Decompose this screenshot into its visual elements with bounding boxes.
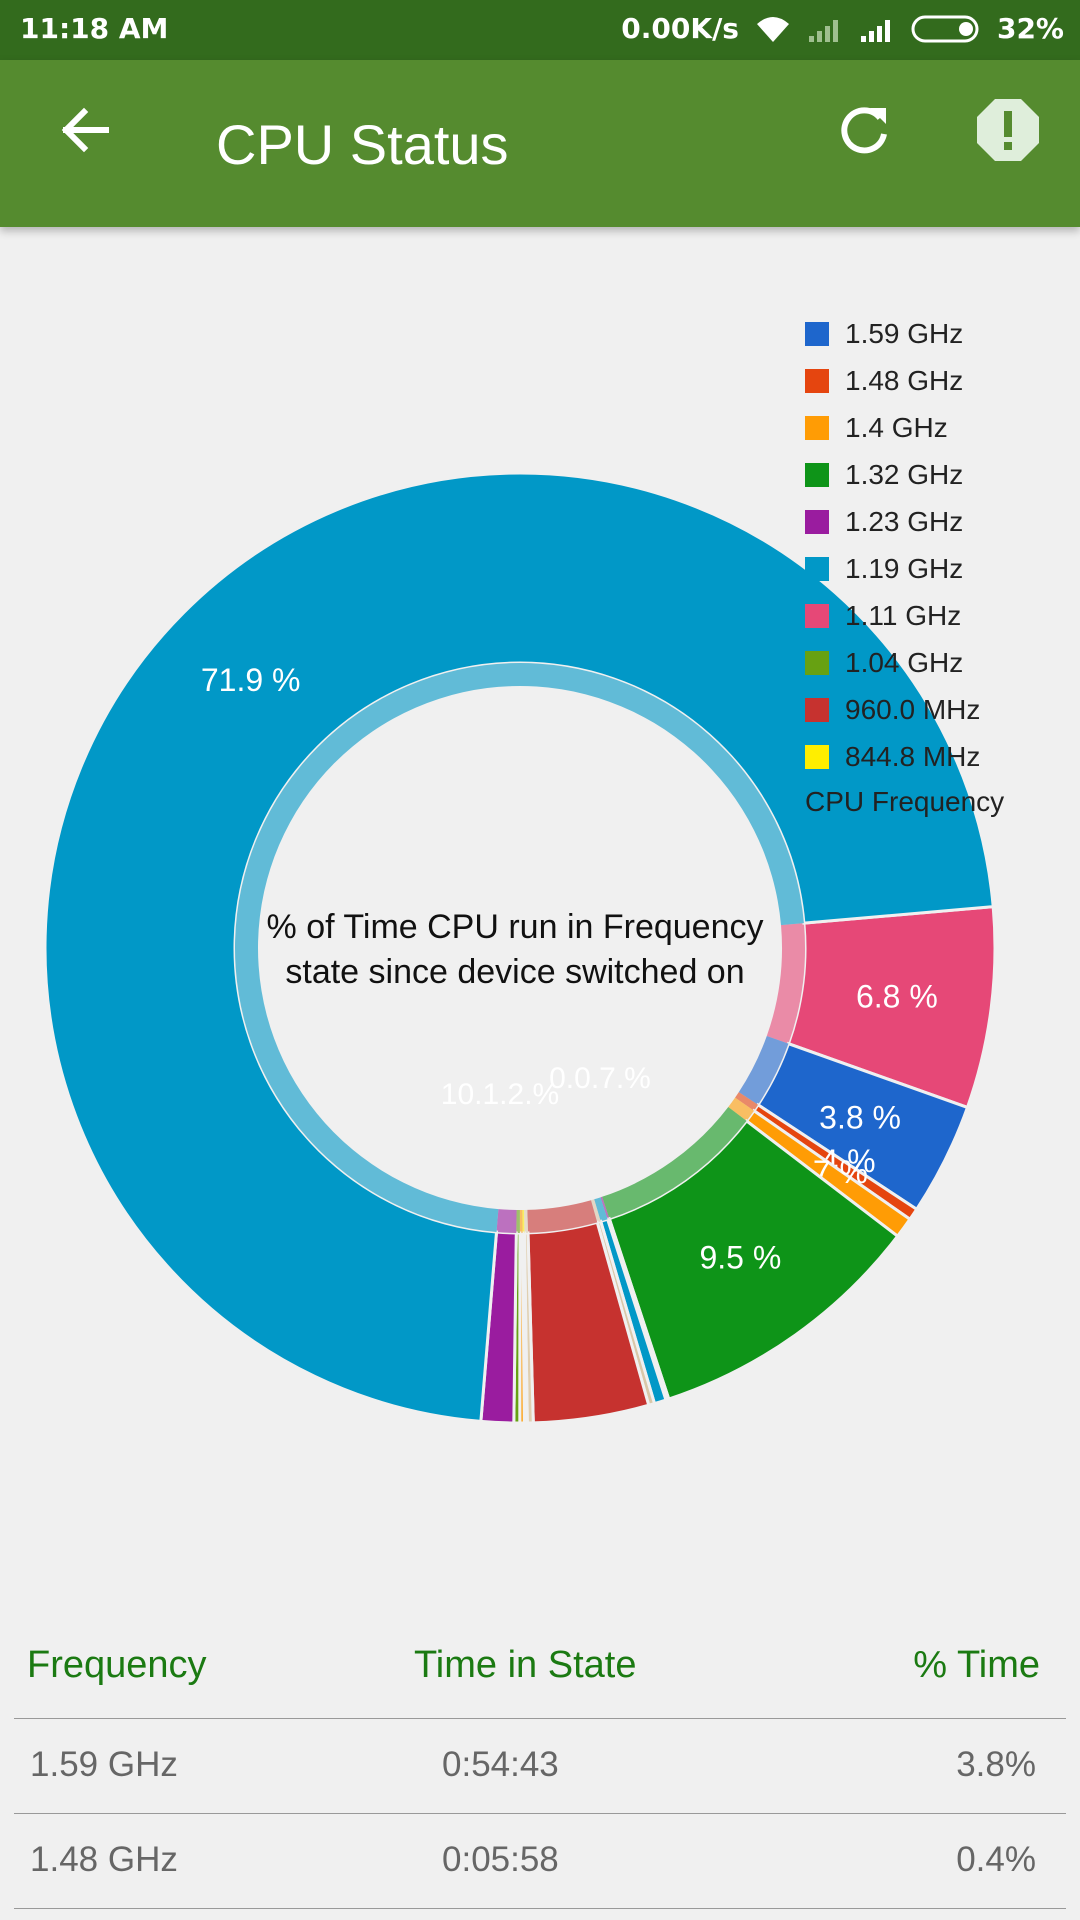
chart-center-text: % of Time CPU run in Frequency state sin… [240, 905, 790, 995]
chart-legend: 1.59 GHz 1.48 GHz 1.4 GHz 1.32 GHz 1.23 GHz 1… [805, 310, 1004, 818]
battery-percent: 32% [996, 12, 1064, 45]
signal-icon-2 [860, 19, 890, 42]
pie-slice-inner-ring [735, 1092, 759, 1111]
pie-slice-inner-ring [602, 1106, 747, 1219]
legend-swatch [805, 462, 829, 487]
pie-slice-inner-ring [496, 1209, 517, 1233]
legend-label: 1.11 GHz [845, 599, 962, 631]
row-pct: 0.4% [956, 1840, 1036, 1879]
legend-swatch [805, 509, 829, 534]
legend-label: 1.23 GHz [845, 505, 964, 537]
battery-icon [911, 15, 979, 42]
legend-item: 1.04 GHz [805, 639, 1004, 686]
legend-item: 1.32 GHz [805, 451, 1004, 498]
legend-title: CPU Frequency [805, 786, 1005, 817]
table-row[interactable]: 1.48 GHz 0:05:58 0.4% [14, 1814, 1066, 1909]
legend-swatch [805, 321, 829, 346]
pie-slice-inner-ring [594, 1197, 608, 1222]
back-button[interactable] [44, 90, 124, 170]
frequency-table: Frequency Time in State % Time 1.59 GHz … [0, 1620, 1080, 1909]
table-row[interactable]: 1.59 GHz 0:54:43 3.8% [14, 1719, 1066, 1814]
signal-icon [808, 19, 838, 42]
header-pct-time: % Time [913, 1644, 1040, 1686]
alert-button[interactable] [968, 90, 1048, 170]
legend-swatch [805, 697, 829, 722]
status-right: 0.00K/s 32% [621, 12, 1064, 45]
slice-label: 3.8 % [819, 1100, 901, 1136]
status-time: 11:18 AM [20, 12, 169, 45]
legend-item: 1.4 GHz [805, 404, 1004, 451]
pie-slice-inner-ring [522, 1209, 525, 1233]
legend-item: 844.8 MHz [805, 733, 1004, 780]
legend-swatch [805, 368, 829, 393]
legend-item: 1.59 GHz [805, 310, 1004, 357]
table-header: Frequency Time in State % Time [14, 1620, 1066, 1719]
slice-label: 9.5 % [699, 1240, 781, 1276]
legend-label: 1.32 GHz [845, 458, 964, 490]
status-bar: 11:18 AM 0.00K/s 32% [0, 0, 1080, 60]
slice-label: 71.9 % [201, 662, 301, 698]
pie-slice-inner-ring [728, 1097, 754, 1121]
refresh-icon [841, 107, 887, 154]
legend-item: 960.0 MHz [805, 686, 1004, 733]
pie-slice-inner-ring [527, 1200, 598, 1233]
pie-slice-inner-ring [766, 923, 805, 1044]
row-time: 0:54:43 [442, 1745, 559, 1784]
legend-label: 844.8 MHz [845, 740, 981, 772]
pie-slice-inner-ring [591, 1199, 601, 1223]
legend-item: 1.23 GHz [805, 498, 1004, 545]
legend-item: 1.19 GHz [805, 545, 1004, 592]
center-text-line-1: % of Time CPU run in Frequency [266, 908, 764, 946]
legend-swatch [805, 650, 829, 675]
donut-chart: 6.8 %3.8 %0.4 %0.7 %9.5 %71.9 %10.1.2.%0… [43, 471, 997, 1425]
row-frequency: 1.59 GHz [30, 1745, 178, 1784]
refresh-button[interactable] [824, 90, 904, 170]
alert-octagon-icon [977, 99, 1039, 161]
row-frequency: 1.48 GHz [30, 1840, 178, 1879]
header-time-in-state: Time in State [414, 1644, 637, 1686]
pie-slice-inner-ring [519, 1209, 523, 1233]
row-time: 0:05:58 [442, 1840, 559, 1879]
overlap-slice-label: 10.1.2.% [441, 1078, 559, 1111]
legend-label: 1.04 GHz [845, 646, 964, 678]
slice-label: 6.8 % [856, 978, 938, 1014]
legend-label: 1.19 GHz [845, 552, 964, 584]
page-title: CPU Status [216, 113, 509, 176]
legend-label: 960.0 MHz [845, 693, 981, 725]
header-frequency: Frequency [27, 1644, 207, 1686]
overlap-slice-label: 0.0.7.% [549, 1062, 651, 1095]
legend-label: 1.48 GHz [845, 364, 964, 396]
pie-slice-inner-ring [600, 1196, 610, 1220]
pie-slice-inner-ring [524, 1209, 528, 1233]
pie-slice-inner-ring [738, 1035, 789, 1105]
row-pct: 3.8% [956, 1745, 1036, 1784]
legend-swatch [805, 744, 829, 769]
legend-item: 1.48 GHz [805, 357, 1004, 404]
cpu-frequency-chart: 6.8 % 3.8 % 0.4 % 0.7 % 9.5 % 71.9 % 10.1.2.% 0… [0, 228, 1080, 1568]
legend-swatch [805, 415, 829, 440]
legend-swatch [805, 556, 829, 581]
legend-swatch [805, 603, 829, 628]
legend-item: 1.11 GHz [805, 592, 1004, 639]
app-bar: CPU Status [0, 60, 1080, 227]
pie-slice-inner-ring [516, 1209, 520, 1233]
arrow-left-icon [61, 107, 109, 153]
net-speed: 0.00K/s [621, 12, 739, 45]
legend-label: 1.4 GHz [845, 411, 948, 443]
wifi-icon [756, 16, 789, 42]
center-text-line-2: state since device switched on [285, 953, 745, 991]
legend-label: 1.59 GHz [845, 317, 964, 349]
